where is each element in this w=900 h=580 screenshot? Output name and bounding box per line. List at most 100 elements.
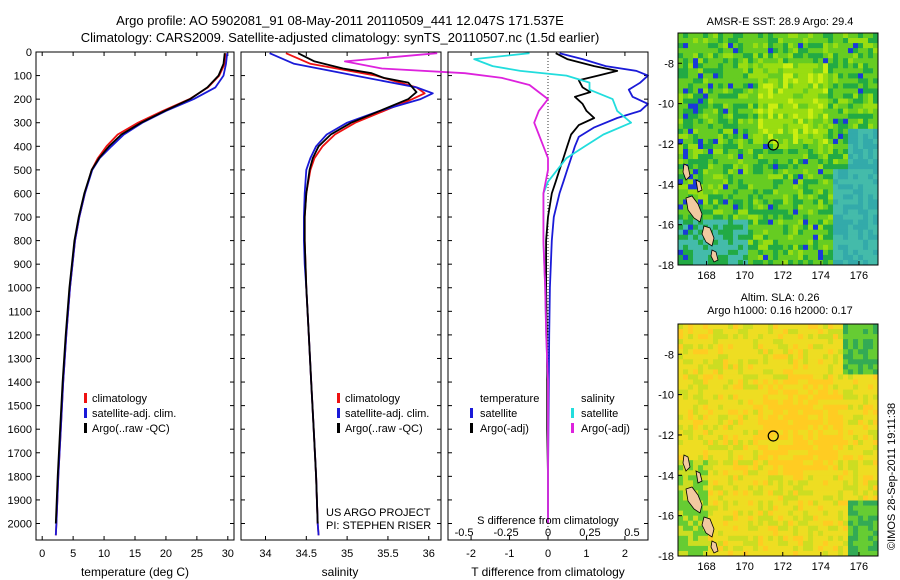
heatmap-cell bbox=[868, 419, 874, 426]
heatmap-cell bbox=[738, 429, 744, 436]
heatmap-cell bbox=[748, 179, 754, 185]
heatmap-cell bbox=[768, 535, 774, 542]
heatmap-cell bbox=[748, 43, 754, 49]
heatmap-cell bbox=[813, 199, 819, 205]
heatmap-cell bbox=[868, 259, 874, 266]
heatmap-cell bbox=[713, 229, 719, 236]
heatmap-cell bbox=[703, 73, 709, 79]
heatmap-cell bbox=[873, 239, 879, 246]
heatmap-cell bbox=[723, 329, 729, 335]
heatmap-cell bbox=[853, 414, 859, 421]
heatmap-cell bbox=[848, 409, 854, 416]
heatmap-cell bbox=[688, 475, 694, 481]
heatmap-cell bbox=[788, 164, 794, 170]
heatmap-cell bbox=[778, 154, 784, 160]
heatmap-cell bbox=[798, 88, 804, 94]
heatmap-cell bbox=[868, 118, 874, 125]
heatmap-cell bbox=[873, 58, 879, 64]
x-tick-label: 25 bbox=[191, 548, 203, 560]
heatmap-cell bbox=[693, 108, 699, 115]
heatmap-cell bbox=[808, 510, 814, 517]
heatmap-cell bbox=[723, 103, 729, 110]
heatmap-cell bbox=[758, 359, 764, 365]
heatmap-cell bbox=[733, 364, 739, 370]
heatmap-cell bbox=[873, 93, 879, 99]
heatmap-cell bbox=[863, 73, 869, 79]
heatmap-cell bbox=[788, 128, 794, 135]
heatmap-cell bbox=[723, 184, 729, 190]
heatmap-cell bbox=[823, 209, 829, 215]
heatmap-cell bbox=[793, 344, 799, 350]
figure-title-line2: Climatology: CARS2009. Satellite-adjuste… bbox=[81, 30, 600, 45]
heatmap-cell bbox=[858, 38, 864, 44]
heatmap-cell bbox=[813, 389, 819, 396]
heatmap-cell bbox=[863, 98, 869, 105]
heatmap-cell bbox=[828, 404, 834, 411]
heatmap-cell bbox=[753, 540, 759, 547]
heatmap-cell bbox=[748, 550, 754, 557]
heatmap-cell bbox=[763, 354, 769, 360]
heatmap-cell bbox=[723, 133, 729, 140]
island-shape bbox=[710, 540, 719, 554]
heatmap-cell bbox=[693, 384, 699, 390]
heatmap-cell bbox=[858, 73, 864, 79]
heatmap-cell bbox=[698, 520, 704, 527]
x-tick-label: 2 bbox=[622, 548, 628, 560]
heatmap-cell bbox=[733, 108, 739, 115]
heatmap-cell bbox=[823, 98, 829, 105]
heatmap-cell bbox=[743, 394, 749, 401]
heatmap-cell bbox=[763, 38, 769, 44]
heatmap-cell bbox=[723, 53, 729, 59]
heatmap-cell bbox=[858, 123, 864, 130]
heatmap-cell bbox=[793, 154, 799, 160]
heatmap-cell bbox=[833, 259, 839, 266]
heatmap-cell bbox=[683, 334, 689, 340]
heatmap-cell bbox=[863, 138, 869, 145]
heatmap-cell bbox=[753, 384, 759, 390]
heatmap-cell bbox=[718, 455, 724, 461]
heatmap-cell bbox=[873, 540, 879, 547]
heatmap-cell bbox=[843, 525, 849, 532]
heatmap-cell bbox=[843, 460, 849, 466]
heatmap-cell bbox=[788, 38, 794, 44]
heatmap-cell bbox=[723, 500, 729, 506]
heatmap-cell bbox=[868, 445, 874, 451]
heatmap-cell bbox=[708, 470, 714, 476]
heatmap-cell bbox=[753, 535, 759, 542]
heatmap-cell bbox=[773, 535, 779, 542]
heatmap-cell bbox=[728, 194, 734, 200]
heatmap-cell bbox=[748, 229, 754, 236]
heatmap-cell bbox=[698, 379, 704, 385]
heatmap-cell bbox=[763, 189, 769, 195]
heatmap-cell bbox=[868, 500, 874, 506]
heatmap-cell bbox=[758, 505, 764, 512]
heatmap-cell bbox=[863, 500, 869, 506]
heatmap-cell bbox=[788, 133, 794, 140]
heatmap-cell bbox=[858, 495, 864, 501]
heatmap-cell bbox=[703, 359, 709, 365]
heatmap-cell bbox=[803, 389, 809, 396]
heatmap-cell bbox=[693, 344, 699, 350]
heatmap-cell bbox=[853, 259, 859, 266]
heatmap-cell bbox=[818, 510, 824, 517]
heatmap-cell bbox=[768, 58, 774, 64]
heatmap-cell bbox=[798, 154, 804, 160]
heatmap-cell bbox=[748, 480, 754, 486]
heatmap-cell bbox=[773, 138, 779, 145]
heatmap-cell bbox=[828, 490, 834, 496]
heatmap-cell bbox=[873, 485, 879, 491]
heatmap-cell bbox=[678, 53, 684, 59]
heatmap-cell bbox=[803, 414, 809, 421]
heatmap-cell bbox=[783, 239, 789, 246]
heatmap-cell bbox=[703, 404, 709, 411]
heatmap-cell bbox=[788, 224, 794, 231]
heatmap-cell bbox=[688, 108, 694, 115]
heatmap-cell bbox=[788, 108, 794, 115]
heatmap-cell bbox=[848, 369, 854, 375]
heatmap-cell bbox=[698, 189, 704, 195]
heatmap-cell bbox=[723, 224, 729, 231]
heatmap-cell bbox=[858, 48, 864, 54]
heatmap-cell bbox=[733, 369, 739, 375]
heatmap-cell bbox=[828, 374, 834, 380]
heatmap-cell bbox=[753, 409, 759, 416]
